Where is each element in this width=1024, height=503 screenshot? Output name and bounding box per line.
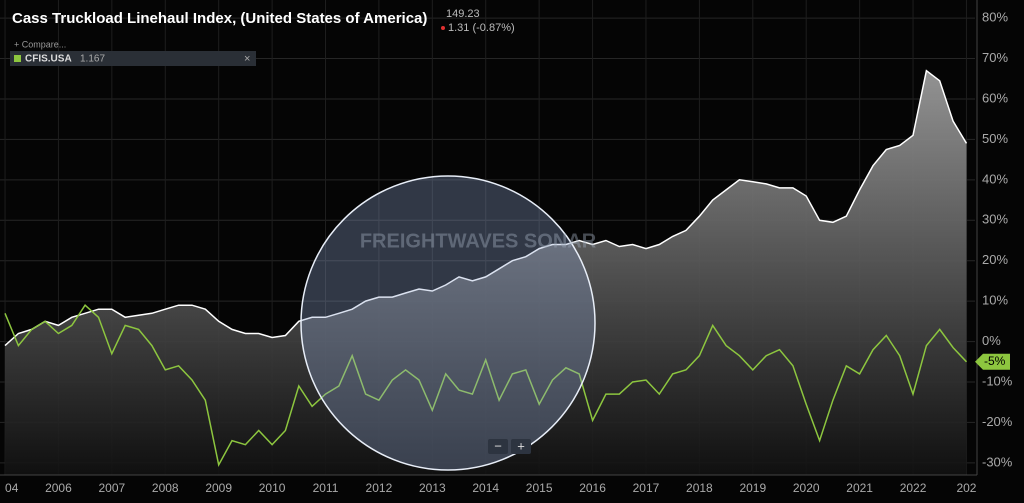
y-tick-label: 80% (982, 10, 1008, 25)
zoom-in-button[interactable] (511, 439, 531, 454)
legend-label: CFIS.USA (25, 54, 72, 65)
x-tick-label: 2017 (633, 481, 660, 495)
compare-button[interactable]: + Compare... (14, 39, 66, 49)
y-tick-label: 10% (982, 293, 1008, 308)
line (4, 304, 968, 468)
legend-swatch (14, 55, 21, 62)
legend-value: 1.167 (80, 54, 105, 65)
y-tick-label: -20% (982, 414, 1013, 429)
zoom-out-button[interactable] (488, 439, 508, 454)
last-price: 149.23 (446, 8, 480, 20)
last-value-badge (975, 353, 1010, 370)
x-tick-label: 202 (956, 481, 976, 495)
y-tick-label: -10% (982, 373, 1013, 388)
line (4, 69, 968, 347)
x-tick-label: 2016 (579, 481, 606, 495)
zoom-in[interactable]: + (517, 438, 525, 453)
x-tick-label: 04 (5, 481, 19, 495)
zoom-lens[interactable] (300, 175, 596, 471)
x-tick-label: 2010 (259, 481, 286, 495)
x-tick-label: 2018 (686, 481, 713, 495)
y-tick-label: 50% (982, 131, 1008, 146)
y-tick-label: 40% (982, 171, 1008, 186)
x-tick-label: 2009 (205, 481, 232, 495)
y-tick-label: 30% (982, 212, 1008, 227)
x-tick-label: 2021 (846, 481, 873, 495)
x-tick-label: 2022 (900, 481, 927, 495)
x-tick-label: 2020 (793, 481, 820, 495)
change: 1.31 (-0.87%) (448, 22, 515, 34)
down-indicator (441, 26, 445, 30)
x-tick-label: 2014 (472, 481, 499, 495)
watermark: FREIGHTWAVES SONAR (360, 230, 597, 252)
chart-title: Cass Truckload Linehaul Index, (United S… (12, 10, 427, 27)
y-tick-label: 0% (982, 333, 1001, 348)
y-tick-label: 70% (982, 50, 1008, 65)
x-tick-label: 2008 (152, 481, 179, 495)
y-tick-label: 60% (982, 90, 1008, 105)
y-tick-label: -30% (982, 454, 1013, 469)
x-tick-label: 2011 (313, 481, 339, 495)
last-value-label: -5% (984, 354, 1006, 368)
zoom-out[interactable]: − (494, 438, 502, 453)
legend-box (10, 51, 256, 66)
x-tick-label: 2019 (739, 481, 766, 495)
y-tick-label: 20% (982, 252, 1008, 267)
x-tick-label: 2006 (45, 481, 72, 495)
legend-close[interactable]: × (244, 53, 250, 65)
x-tick-label: 2012 (366, 481, 393, 495)
area (5, 70, 967, 475)
x-tick-label: 2007 (98, 481, 125, 495)
x-tick-label: 2013 (419, 481, 446, 495)
x-tick-label: 2015 (526, 481, 553, 495)
